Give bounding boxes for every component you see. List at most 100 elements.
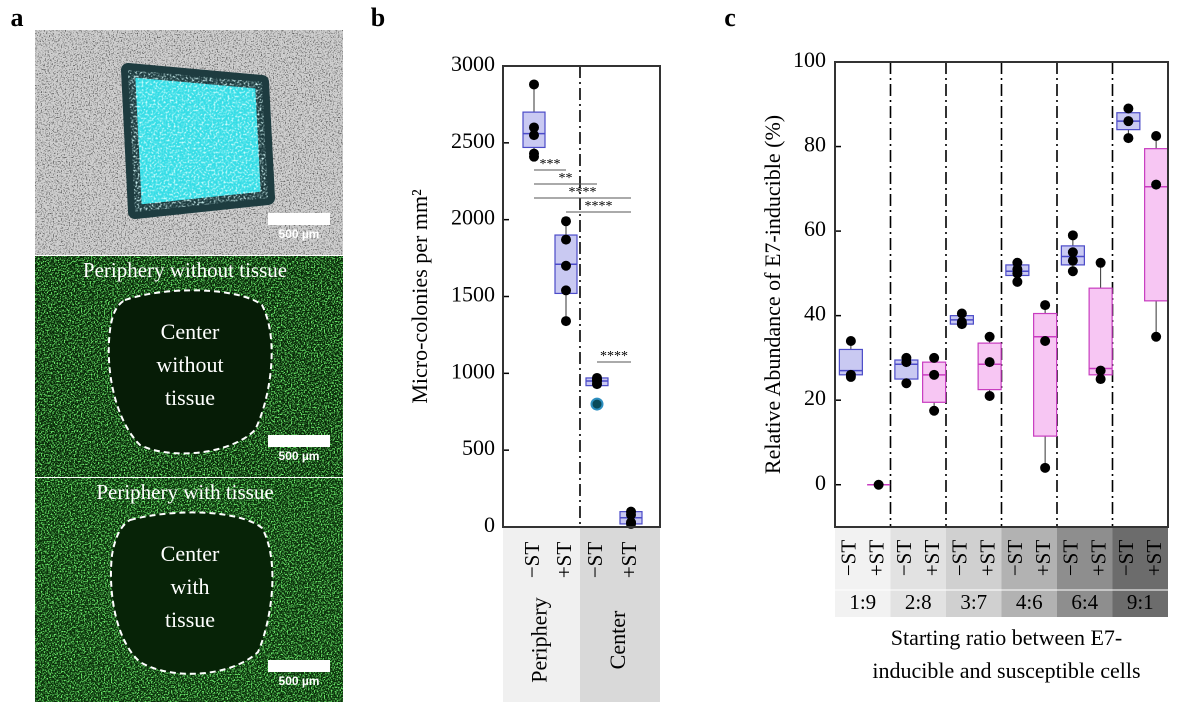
data-point [529, 122, 539, 133]
data-point [956, 319, 967, 330]
significance-label: **** [600, 349, 628, 364]
data-point [1151, 130, 1162, 141]
scale-bar [268, 435, 330, 447]
group-background [580, 527, 660, 702]
data-point [929, 405, 940, 416]
data-point [561, 234, 571, 245]
group-background [890, 527, 946, 617]
x-axis-label: inducible and susceptible cells [872, 658, 1140, 683]
data-point [1095, 374, 1106, 385]
x-tick-label: −ST [1059, 540, 1083, 577]
x-tick-label: +ST [1142, 540, 1166, 577]
center-label: with [170, 574, 209, 599]
data-point [1123, 133, 1134, 144]
group-background [1001, 527, 1057, 617]
y-tick-label: 2500 [451, 128, 495, 153]
data-point [1067, 266, 1078, 277]
plot-frame [834, 61, 1169, 528]
data-point [929, 369, 940, 380]
y-tick-label: 80 [804, 132, 826, 157]
tissue-texture [128, 70, 268, 212]
group-label: 6:4 [1071, 590, 1098, 614]
scale-bar-label: 500 µm [279, 674, 320, 688]
data-point [529, 79, 539, 90]
y-axis-label: Relative Abundance of E7-inducible (%) [760, 115, 785, 474]
center-label: tissue [165, 385, 215, 410]
group-label: 4:6 [1016, 590, 1043, 614]
group-background [1112, 527, 1168, 617]
image-annotations: 500 µm 500 µm Periphery without tissue Cent… [83, 213, 330, 688]
scale-bar-label: 500 µm [279, 449, 320, 463]
y-tick-label: 3000 [451, 51, 495, 76]
y-tick-label: 20 [804, 385, 826, 410]
x-tick-label: +ST [864, 540, 888, 577]
x-tick-label: +ST [1031, 540, 1055, 577]
x-tick-label: −ST [583, 542, 607, 579]
data-point [1040, 300, 1051, 311]
data-point [1067, 255, 1078, 266]
data-point [1151, 331, 1162, 342]
significance-label: ** [559, 171, 573, 186]
data-point [1012, 268, 1023, 279]
y-tick-label: 500 [462, 435, 495, 460]
panel-label: b [371, 3, 385, 32]
group-label: 3:7 [960, 590, 987, 614]
x-tick-label: +ST [617, 542, 641, 579]
region-label: Periphery without tissue [83, 258, 287, 282]
data-point [901, 357, 912, 368]
data-point [529, 130, 539, 141]
y-tick-label: 100 [793, 47, 826, 72]
x-tick-label: −ST [520, 542, 544, 579]
x-tick-label: +ST [552, 542, 576, 579]
data-point [984, 390, 995, 401]
center-outline [109, 511, 274, 675]
y-tick-label: 0 [484, 512, 495, 537]
x-tick-label: −ST [1114, 540, 1138, 577]
group-label: 9:1 [1127, 590, 1154, 614]
plot-frame [502, 65, 661, 528]
significance-label: **** [585, 199, 613, 214]
group-background [835, 527, 891, 617]
data-point [956, 308, 967, 319]
box [922, 361, 947, 403]
group-label: 2:8 [905, 590, 932, 614]
region-label: Periphery with tissue [96, 480, 273, 504]
data-point [1123, 103, 1134, 114]
data-point [873, 479, 884, 490]
image-brightfield [35, 30, 343, 255]
center-label: Center [161, 541, 220, 566]
box [1144, 148, 1169, 302]
panel-label: c [724, 3, 736, 32]
box [1033, 312, 1058, 437]
data-point [592, 379, 602, 390]
significance-label: *** [540, 157, 561, 172]
chart: 1:9−ST +ST2:8−ST +ST3:7−ST +ST4:6−ST +ST6:4−… [760, 47, 1169, 683]
data-point [1067, 230, 1078, 241]
panel-label: a [11, 3, 24, 32]
y-tick-label: 0 [815, 470, 826, 495]
x-tick-label: −ST [837, 540, 861, 577]
box [1088, 287, 1113, 376]
significance-label: **** [569, 185, 597, 200]
data-point [901, 378, 912, 389]
outlier [590, 397, 604, 411]
group-background [1057, 527, 1113, 617]
y-tick-label: 1500 [451, 282, 495, 307]
y-tick-label: 40 [804, 301, 826, 326]
data-point [1067, 247, 1078, 258]
y-axis-label: Micro-colonies per mm² [407, 189, 432, 404]
group-label: 1:9 [849, 590, 876, 614]
data-point [929, 352, 940, 363]
data-point [529, 151, 539, 162]
x-axis-label: Starting ratio between E7- [891, 625, 1123, 650]
x-tick-label: −ST [892, 540, 916, 577]
data-point [1040, 336, 1051, 346]
y-tick-label: 60 [804, 216, 826, 241]
group-label: Periphery [527, 597, 552, 683]
center-outline [107, 289, 273, 455]
data-point [984, 331, 995, 342]
scale-bar-label: 500 µm [279, 227, 320, 241]
group-background [503, 527, 580, 702]
x-tick-label: +ST [920, 540, 944, 577]
